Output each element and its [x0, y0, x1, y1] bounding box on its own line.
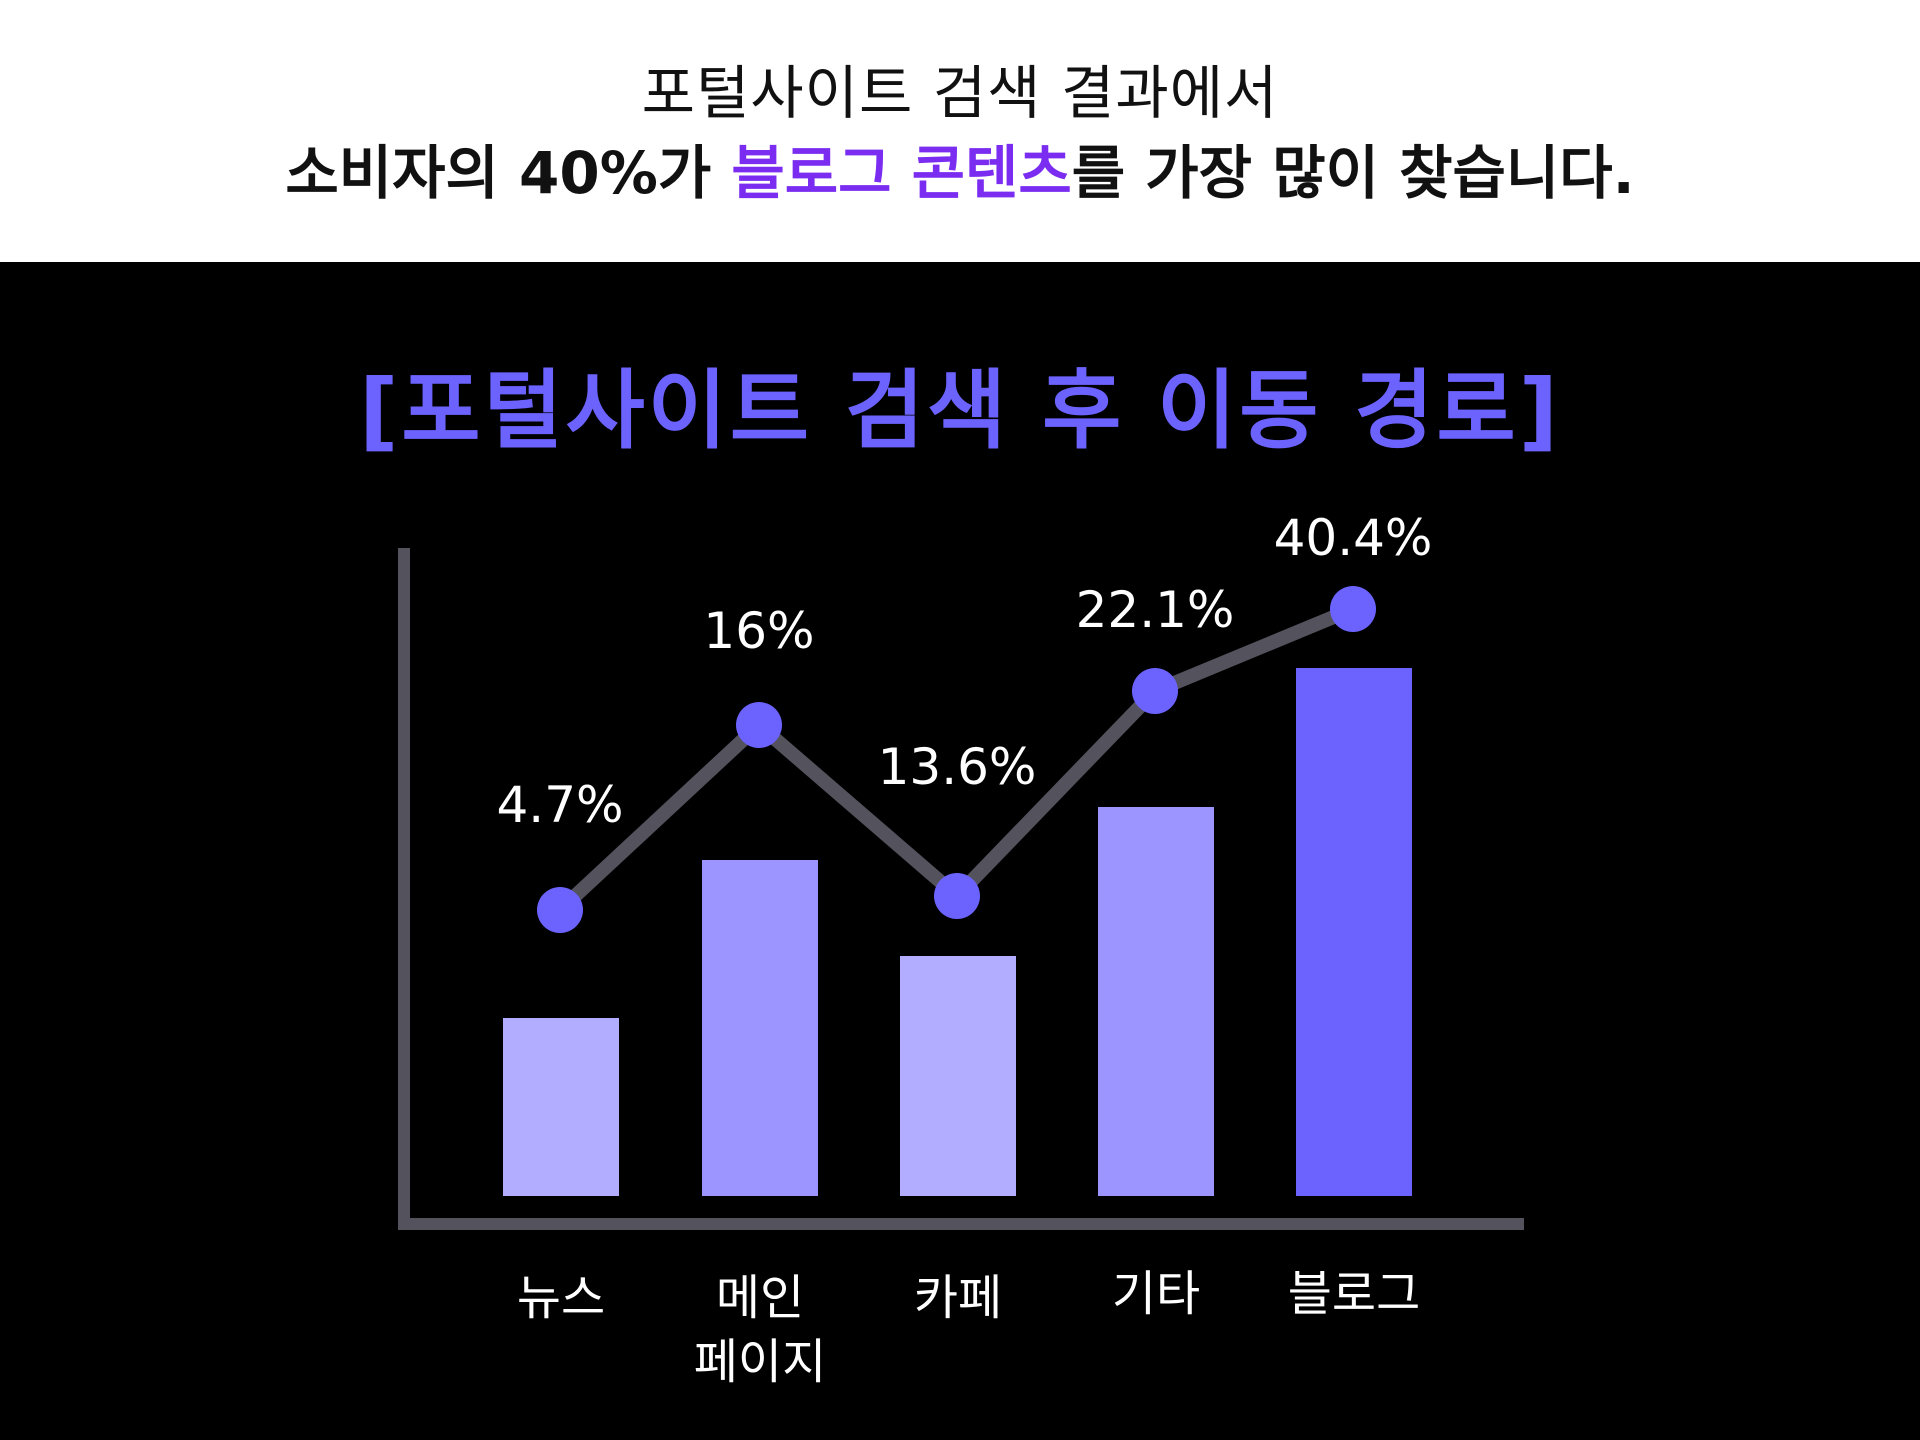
x-label-line: 기타 [1111, 1266, 1201, 1322]
chart-axis [398, 548, 1524, 1230]
data-point-0 [537, 887, 583, 933]
headline-line-2-start: 소비자의 40%가 [285, 139, 732, 207]
headline-panel: 포털사이트 검색 결과에서 소비자의 40%가 블로그 콘텐츠를 가장 많이 찾… [0, 0, 1920, 262]
x-label-0: 뉴스 [441, 1266, 681, 1330]
points [537, 586, 1376, 933]
value-label-2: 13.6% [878, 738, 1037, 796]
x-label-2: 카페 [838, 1266, 1078, 1330]
value-label-4: 40.4% [1274, 509, 1433, 567]
data-point-1 [736, 702, 782, 748]
headline-highlight: 블로그 콘텐츠 [731, 139, 1072, 207]
bar-3 [1098, 807, 1214, 1196]
value-labels: 4.7% 16% 13.6% 22.1% 40.4% [496, 509, 1432, 834]
bar-4 [1296, 668, 1412, 1196]
x-label-line: 카페 [913, 1270, 1003, 1326]
data-point-4 [1330, 586, 1376, 632]
x-label-3: 기타 [1036, 1262, 1276, 1326]
value-label-1: 16% [703, 602, 814, 660]
bar-0 [503, 1018, 619, 1196]
value-label-3: 22.1% [1076, 581, 1235, 639]
chart-title: [포털사이트 검색 후 이동 경로] [359, 361, 1561, 461]
headline-line-2-end: 를 가장 많이 찾습니다. [1071, 139, 1635, 207]
x-label-line: 뉴스 [516, 1270, 606, 1326]
headline-line-1: 포털사이트 검색 결과에서 [641, 59, 1279, 127]
headline-line-2: 소비자의 40%가 블로그 콘텐츠를 가장 많이 찾습니다. [0, 126, 1920, 210]
x-label-line: 페이지 [693, 1334, 827, 1390]
bar-2 [900, 956, 1016, 1196]
x-label-line: 블로그 [1287, 1266, 1421, 1322]
data-point-2 [934, 873, 980, 919]
x-label-4: 블로그 [1234, 1262, 1474, 1326]
x-label-line: 메인 [715, 1270, 805, 1326]
value-label-0: 4.7% [496, 776, 623, 834]
data-point-3 [1132, 668, 1178, 714]
bar-1 [702, 860, 818, 1196]
bars [503, 668, 1412, 1196]
